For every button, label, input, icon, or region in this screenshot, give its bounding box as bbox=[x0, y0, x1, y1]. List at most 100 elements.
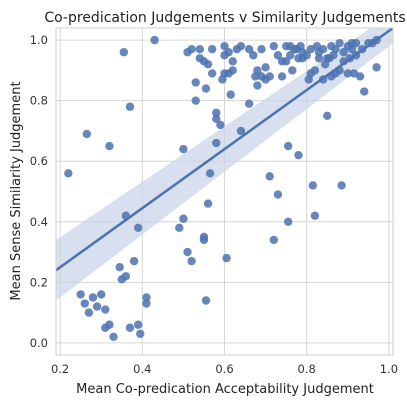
data-point bbox=[133, 223, 143, 233]
chart-title: Co-predication Judgements v Similarity J… bbox=[44, 10, 405, 26]
data-point bbox=[109, 332, 118, 342]
data-point bbox=[201, 84, 211, 93]
data-point bbox=[236, 126, 246, 136]
x-tick-labels: 0.2 0.4 0.6 0.8 1.0 bbox=[51, 362, 398, 376]
data-point bbox=[76, 290, 85, 299]
y-tick-label: 0.4 bbox=[30, 215, 48, 229]
data-point bbox=[323, 111, 332, 121]
data-point bbox=[191, 78, 200, 87]
data-point bbox=[265, 172, 274, 181]
data-point bbox=[284, 217, 293, 226]
data-point bbox=[331, 44, 340, 54]
data-point bbox=[125, 102, 135, 111]
data-point bbox=[339, 48, 348, 57]
data-point bbox=[310, 66, 320, 75]
data-point bbox=[222, 253, 231, 263]
data-point bbox=[175, 223, 184, 233]
data-point bbox=[226, 90, 235, 99]
data-point bbox=[187, 256, 196, 266]
data-point bbox=[355, 72, 365, 81]
data-point bbox=[125, 323, 135, 332]
data-point bbox=[302, 51, 311, 60]
data-point bbox=[281, 57, 291, 66]
data-point bbox=[318, 44, 328, 54]
data-point bbox=[273, 51, 283, 60]
plot-frame bbox=[55, 27, 394, 356]
data-point bbox=[136, 329, 145, 339]
data-point bbox=[236, 41, 246, 51]
data-point bbox=[314, 54, 324, 63]
data-point bbox=[216, 120, 225, 130]
data-point bbox=[105, 141, 114, 151]
data-point bbox=[228, 57, 237, 66]
data-point bbox=[187, 44, 196, 54]
data-point bbox=[101, 305, 110, 314]
data-point bbox=[150, 35, 159, 45]
x-tick-label: 0.6 bbox=[215, 362, 233, 376]
data-point bbox=[351, 38, 361, 48]
x-tick-label: 1.0 bbox=[380, 362, 398, 376]
data-point bbox=[97, 290, 106, 299]
confidence-band bbox=[56, 28, 393, 301]
data-point bbox=[207, 44, 217, 54]
data-point bbox=[265, 72, 274, 81]
data-point bbox=[105, 320, 114, 329]
data-point bbox=[228, 66, 237, 75]
y-tick-label: 1.0 bbox=[30, 33, 48, 47]
data-point bbox=[203, 199, 213, 208]
data-point bbox=[360, 87, 369, 96]
data-point bbox=[212, 114, 221, 124]
x-tick-label: 0.2 bbox=[51, 362, 69, 376]
data-point bbox=[308, 181, 318, 190]
data-point bbox=[372, 63, 381, 72]
data-point bbox=[347, 44, 357, 54]
data-point bbox=[82, 129, 92, 139]
x-axis-label: Mean Co-predication Acceptability Judgem… bbox=[76, 382, 374, 397]
data-point bbox=[253, 81, 262, 90]
y-tick-labels: 0.0 0.2 0.4 0.6 0.8 1.0 bbox=[30, 33, 48, 350]
data-point bbox=[212, 108, 221, 117]
regression-line bbox=[56, 28, 393, 272]
data-point bbox=[244, 99, 254, 108]
data-point bbox=[269, 235, 279, 245]
points-layer bbox=[64, 35, 381, 342]
data-point bbox=[199, 232, 209, 242]
data-point bbox=[201, 296, 211, 305]
data-point bbox=[294, 150, 303, 160]
data-point bbox=[92, 302, 102, 311]
x-tick-label: 0.8 bbox=[298, 362, 316, 376]
data-point bbox=[142, 299, 151, 308]
data-point bbox=[269, 41, 279, 51]
y-tick-label: 0.6 bbox=[30, 154, 48, 168]
data-point bbox=[249, 51, 258, 60]
data-point bbox=[335, 38, 344, 48]
y-tick-label: 0.8 bbox=[30, 94, 48, 108]
data-point bbox=[179, 214, 188, 223]
data-point bbox=[133, 320, 143, 329]
data-point bbox=[253, 66, 262, 75]
data-point bbox=[343, 69, 352, 78]
data-point bbox=[288, 66, 297, 75]
regression-line-layer bbox=[56, 28, 393, 272]
data-point bbox=[80, 299, 89, 308]
data-point bbox=[337, 181, 346, 190]
data-point bbox=[129, 256, 139, 266]
data-point bbox=[257, 44, 266, 54]
data-point bbox=[207, 69, 217, 78]
data-point bbox=[119, 48, 129, 57]
data-point bbox=[195, 44, 205, 54]
data-point bbox=[64, 169, 73, 178]
data-point bbox=[115, 262, 124, 272]
confidence-band-layer bbox=[56, 28, 393, 301]
y-tick-label: 0.0 bbox=[30, 336, 48, 350]
data-point bbox=[84, 308, 94, 317]
data-point bbox=[220, 41, 229, 51]
data-point bbox=[224, 48, 233, 57]
data-point bbox=[121, 272, 131, 281]
data-point bbox=[286, 51, 295, 60]
data-point bbox=[88, 293, 98, 302]
data-point bbox=[273, 190, 283, 199]
data-point bbox=[310, 211, 320, 220]
data-point bbox=[203, 60, 213, 69]
